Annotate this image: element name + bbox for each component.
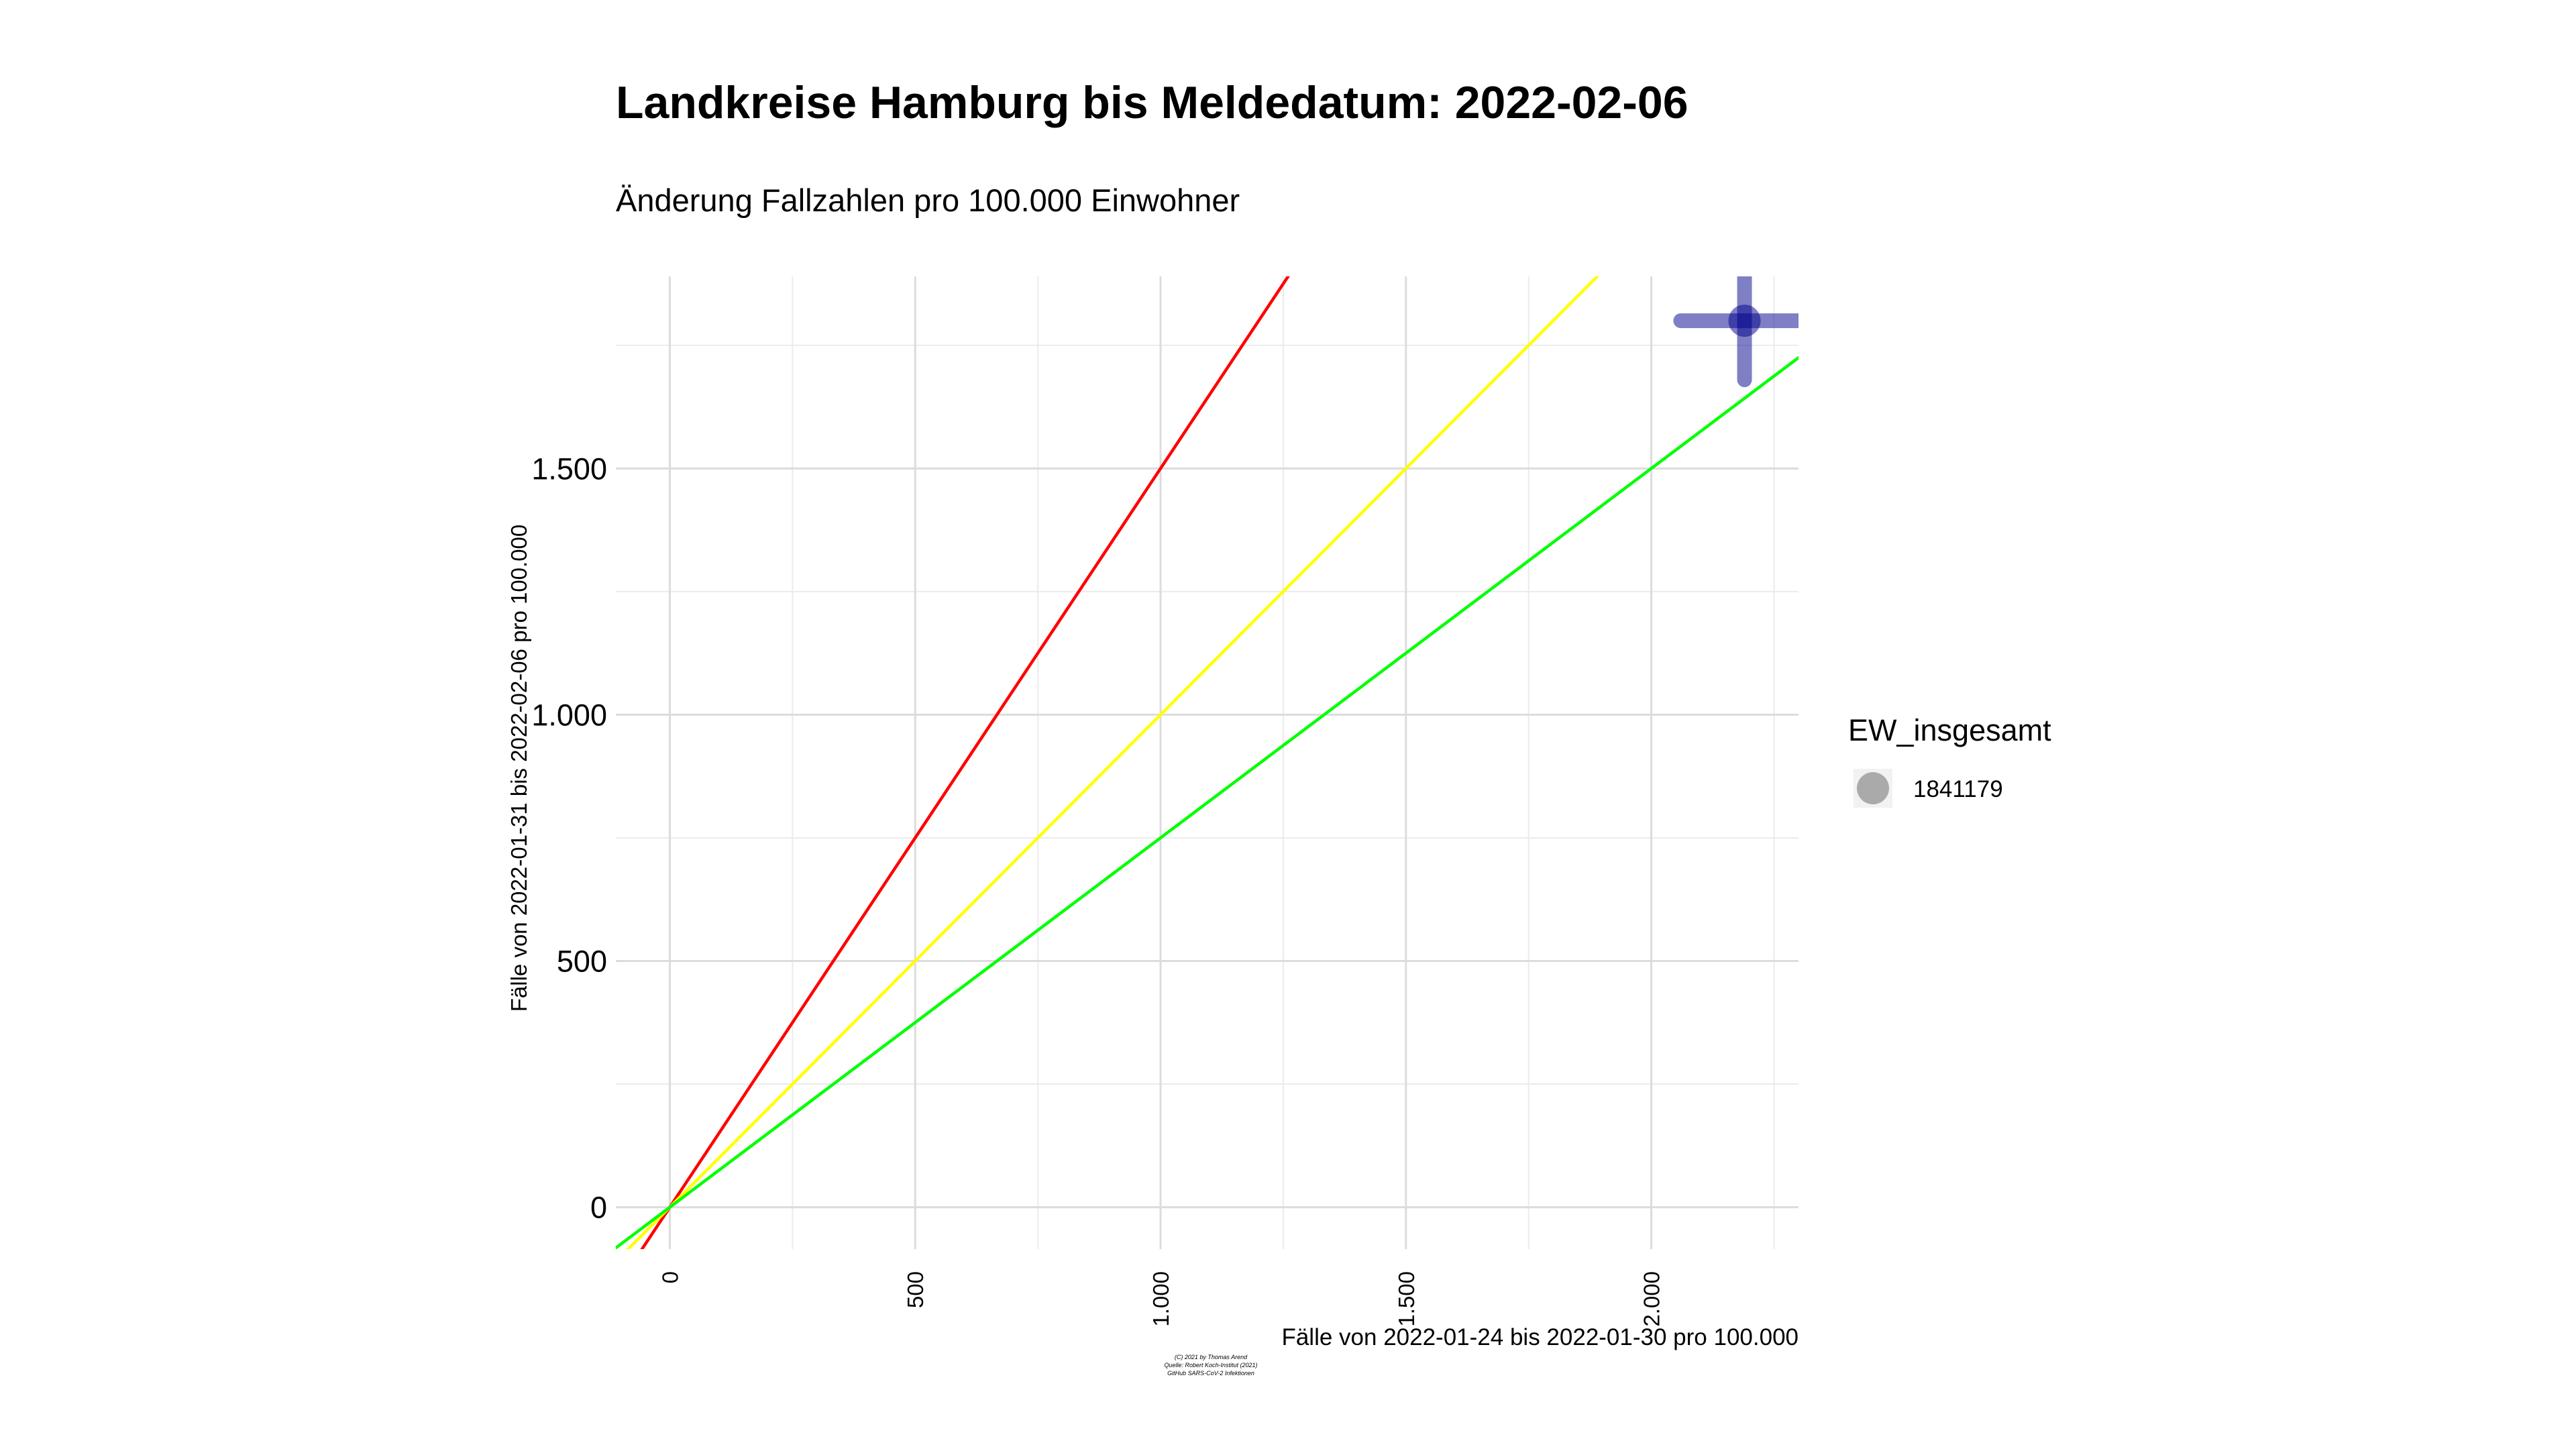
chart-title: Landkreise Hamburg bis Meldedatum: 2022-… bbox=[616, 77, 1688, 128]
caption-line: Quelle: Robert Koch-Institut (2021) bbox=[1164, 1362, 1257, 1368]
caption: (C) 2021 by Thomas Arend Quelle: Robert … bbox=[1164, 1354, 1257, 1377]
data-point bbox=[1728, 305, 1761, 337]
reference-line bbox=[626, 276, 1600, 1249]
axis-tick-labels: 0 500 1.000 1.500 2.000 0 500 1.000 1.500 bbox=[531, 451, 1664, 1326]
y-axis-label: Fälle von 2022-01-31 bis 2022-02-06 pro … bbox=[506, 525, 531, 1012]
caption-line: (C) 2021 by Thomas Arend bbox=[1175, 1354, 1248, 1360]
x-tick-label: 1.000 bbox=[1148, 1271, 1173, 1327]
reference-line bbox=[616, 356, 1799, 1249]
legend-title: EW_insgesamt bbox=[1848, 713, 2051, 747]
legend: EW_insgesamt 1841179 bbox=[1848, 713, 2051, 808]
y-tick-label: 1.000 bbox=[531, 698, 607, 732]
legend-item-label: 1841179 bbox=[1913, 776, 2003, 802]
data-points bbox=[1673, 276, 1799, 388]
x-tick-label: 0 bbox=[657, 1271, 682, 1283]
reference-line bbox=[640, 276, 1290, 1249]
chart-subtitle: Änderung Fallzahlen pro 100.000 Einwohne… bbox=[616, 182, 1240, 218]
reference-lines bbox=[616, 276, 1799, 1249]
legend-key bbox=[1857, 772, 1889, 804]
x-tick-label: 2.000 bbox=[1640, 1271, 1664, 1327]
y-tick-label: 1.500 bbox=[531, 451, 607, 486]
y-tick-label: 500 bbox=[557, 945, 607, 979]
x-tick-label: 1.500 bbox=[1394, 1271, 1419, 1327]
y-tick-label: 0 bbox=[590, 1191, 607, 1225]
grid-lines bbox=[616, 276, 1799, 1249]
x-tick-label: 500 bbox=[903, 1271, 928, 1308]
caption-line: GitHub SARS-CoV-2 Infektionen bbox=[1167, 1370, 1254, 1377]
x-axis-label: Fälle von 2022-01-24 bis 2022-01-30 pro … bbox=[1281, 1324, 1799, 1350]
